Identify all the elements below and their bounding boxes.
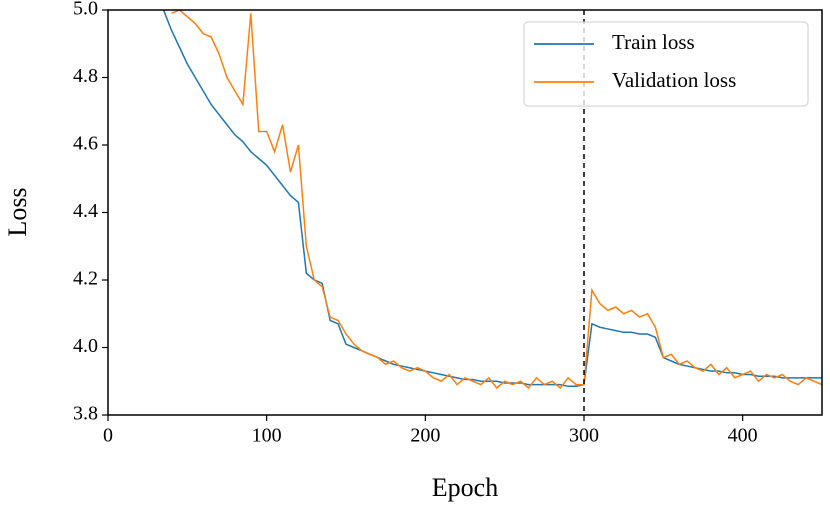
y-tick-label: 3.8 [73, 403, 98, 425]
x-tick-label: 400 [728, 425, 758, 447]
y-tick-label: 4.0 [73, 335, 98, 357]
y-tick-label: 4.4 [73, 200, 98, 222]
y-tick-label: 5.0 [73, 0, 98, 20]
y-axis-label: Loss [3, 187, 32, 236]
legend-box [523, 21, 809, 107]
y-tick-label: 4.6 [73, 133, 98, 155]
x-tick-label: 100 [252, 425, 282, 447]
x-tick-label: 200 [410, 425, 440, 447]
y-tick-label: 4.2 [73, 268, 98, 290]
x-tick-label: 0 [103, 425, 113, 447]
series-line [171, 10, 822, 390]
plot-area [162, 10, 822, 390]
legend-label: Validation loss [612, 68, 736, 92]
series-line [162, 10, 822, 388]
y-tick-label: 4.8 [73, 65, 98, 87]
plot-frame [107, 9, 823, 416]
x-axis-label: Epoch [432, 473, 498, 502]
x-tick-label: 300 [569, 425, 599, 447]
legend-label: Train loss [612, 30, 695, 54]
